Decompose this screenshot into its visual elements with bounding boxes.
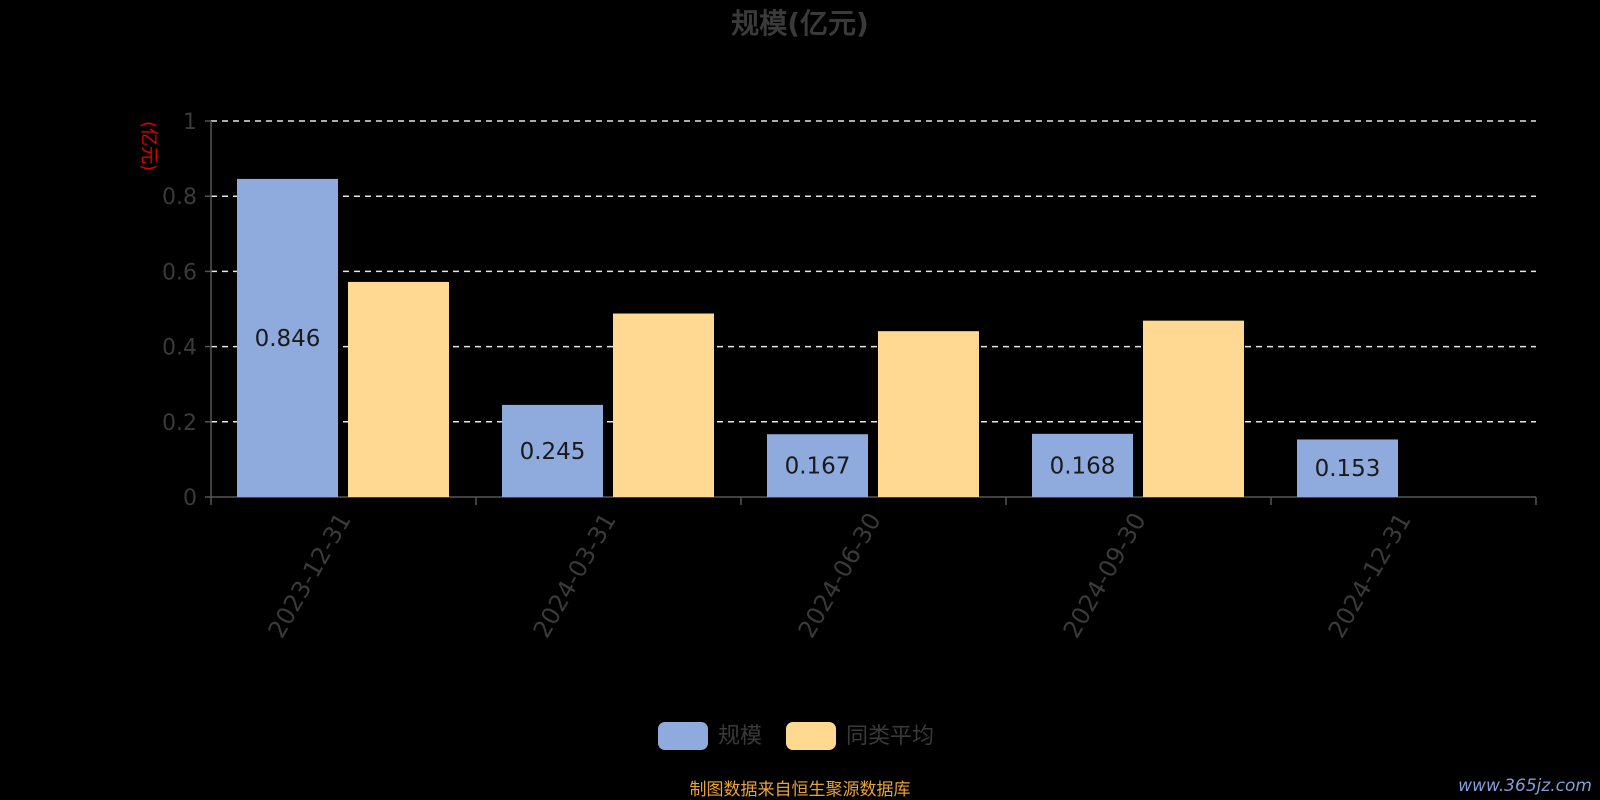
x-tick-label: 2024-03-31 (528, 508, 622, 643)
bar[interactable] (502, 404, 603, 497)
y-axis-label: (亿元) (138, 121, 159, 171)
legend: 规模 同类平均 (658, 722, 934, 750)
bar[interactable] (237, 178, 338, 498)
bar-value-label: 0.245 (520, 439, 586, 465)
y-tick-label: 0.2 (162, 411, 197, 436)
bar[interactable] (767, 434, 868, 497)
y-axis-ticks: 0 0.2 0.4 0.6 0.8 1 (162, 110, 211, 511)
bar-value-label: 0.167 (785, 454, 851, 480)
x-tick-label: 2024-09-30 (1058, 508, 1152, 643)
x-axis-ticks: 2023-12-31 2024-03-31 2024-06-30 2024-09-30… (263, 508, 1417, 643)
legend-label-average[interactable]: 同类平均 (846, 724, 934, 749)
bar[interactable] (1032, 433, 1133, 497)
bar-value-label: 0.168 (1050, 453, 1116, 479)
y-tick-label: 0.4 (162, 336, 197, 361)
source-note: 制图数据来自恒生聚源数据库 (690, 780, 911, 800)
legend-swatch-scale[interactable] (658, 722, 708, 750)
x-tick-label: 2024-06-30 (793, 508, 887, 643)
bars (237, 178, 1398, 498)
bar[interactable] (348, 281, 449, 497)
bar-value-label: 0.846 (255, 326, 321, 352)
y-tick-label: 1 (183, 110, 197, 135)
bar[interactable] (1143, 320, 1244, 497)
watermark: www.365jz.com (1458, 776, 1592, 796)
x-tick-label: 2024-12-31 (1323, 508, 1417, 643)
x-tick-label: 2023-12-31 (263, 508, 357, 643)
y-tick-label: 0.6 (162, 260, 197, 285)
bar[interactable] (1297, 439, 1398, 497)
bar[interactable] (878, 331, 979, 497)
bar-labels: 0.846 0.245 0.167 0.168 0.153 (255, 326, 1381, 482)
bar-value-label: 0.153 (1315, 456, 1381, 482)
y-tick-label: 0.8 (162, 185, 197, 210)
legend-swatch-average[interactable] (786, 722, 836, 750)
bar[interactable] (613, 313, 714, 497)
chart-title: 规模(亿元) (731, 7, 869, 40)
legend-label-scale[interactable]: 规模 (718, 724, 762, 749)
y-tick-label: 0 (183, 486, 197, 511)
